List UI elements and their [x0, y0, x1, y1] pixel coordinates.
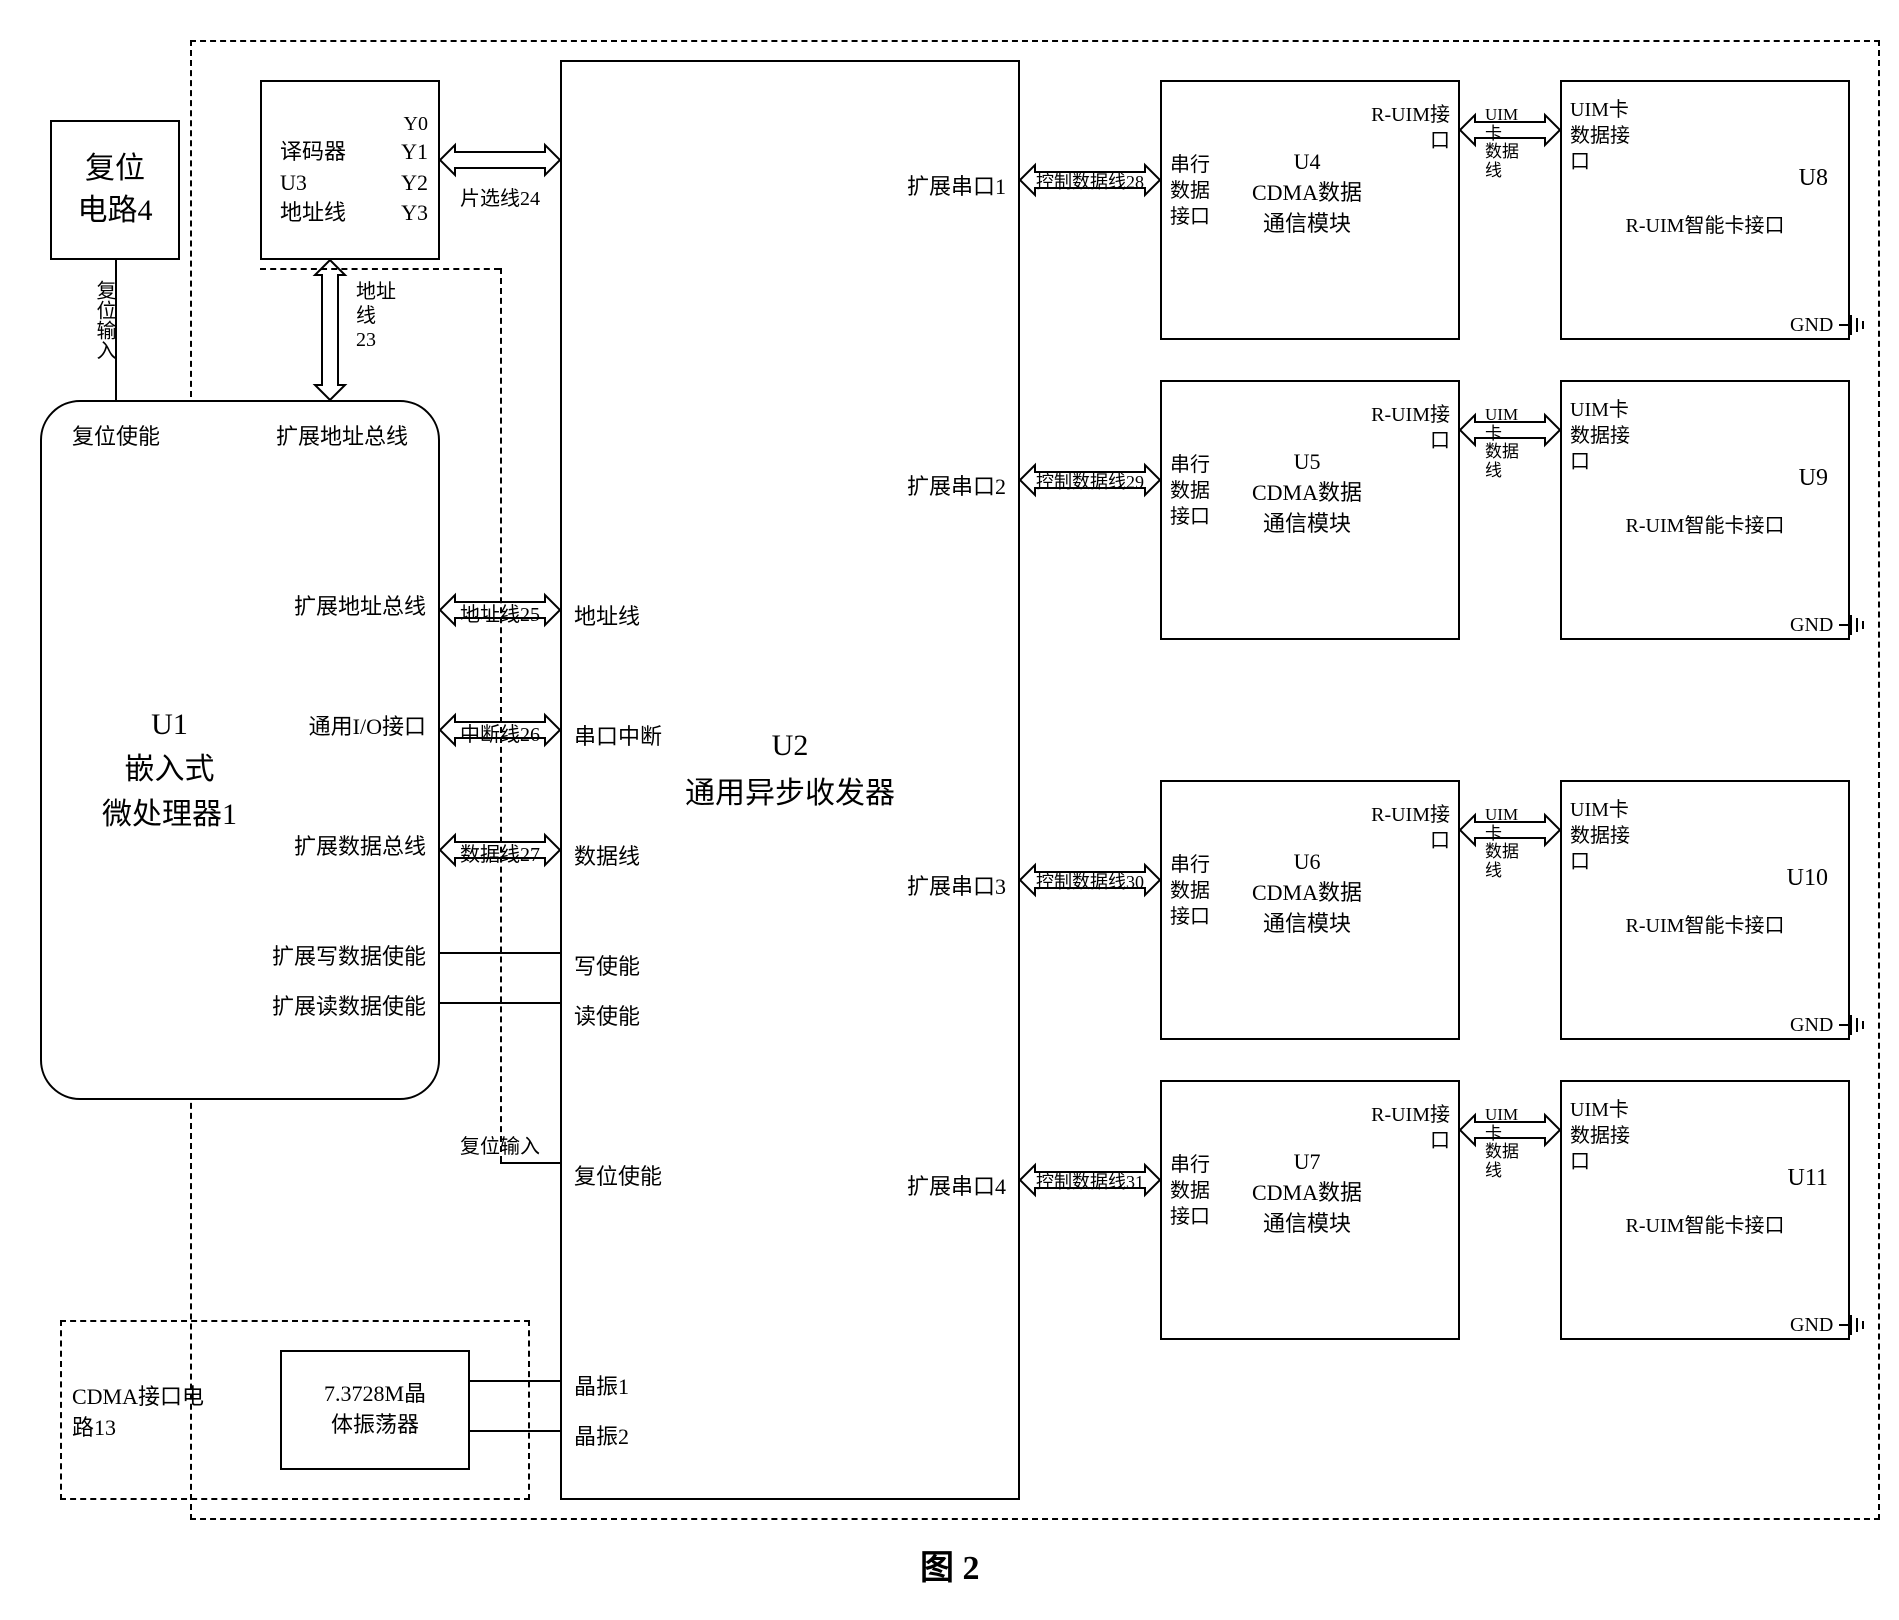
- u3-id: U3: [280, 168, 307, 199]
- u2-write-en: 写使能: [574, 952, 640, 983]
- u1-write-en: 扩展写数据使能: [272, 942, 426, 973]
- uim-block-U8: UIM卡 数据接 口 U8 R-UIM智能卡接口: [1560, 80, 1850, 340]
- cdma-module-U6: 串行 数据 接口 R-UIM接 口 U6 CDMA数据 通信模块: [1160, 780, 1460, 1040]
- u2-uart-block: U2 通用异步收发器 地址线 串口中断 数据线 写使能 读使能 复位使能 晶振1…: [560, 60, 1020, 1500]
- u2-int: 串口中断: [574, 722, 662, 753]
- chip-select-label: 片选线24: [460, 182, 540, 211]
- uim-block-U10: UIM卡 数据接 口 U10 R-UIM智能卡接口: [1560, 780, 1850, 1040]
- uim-block-U9: UIM卡 数据接 口 U9 R-UIM智能卡接口: [1560, 380, 1850, 640]
- cdma-if-label: CDMA接口电 路13: [72, 1382, 204, 1444]
- u3-y3: Y3: [401, 198, 428, 229]
- ctrl-bus-0: 控制数据线28: [1020, 160, 1160, 200]
- u1-ext-addr-top: 扩展地址总线: [276, 422, 408, 453]
- osc1-line: [470, 1380, 560, 1382]
- gnd-1: GND: [1790, 610, 1869, 640]
- reset-dashed-h1: [260, 268, 500, 270]
- addr23-bus: [310, 260, 350, 400]
- u1-ext-data: 扩展数据总线: [294, 832, 426, 863]
- u2-addr: 地址线: [574, 602, 640, 633]
- u2-read-en: 读使能: [574, 1002, 640, 1033]
- u2-name: 通用异步收发器: [685, 770, 895, 818]
- u2-data: 数据线: [574, 842, 640, 873]
- gnd-3: GND: [1790, 1310, 1869, 1340]
- u2-ext2: 扩展串口2: [907, 472, 1006, 503]
- ctrl-bus-1: 控制数据线29: [1020, 460, 1160, 500]
- u3-y2: Y2: [401, 168, 428, 199]
- u2-ext3: 扩展串口3: [907, 872, 1006, 903]
- reset-dashed-h2: [500, 1162, 560, 1164]
- cdma-module-U5: 串行 数据 接口 R-UIM接 口 U5 CDMA数据 通信模块: [1160, 380, 1460, 640]
- u3-y1: Y1: [401, 137, 428, 168]
- osc-label: 7.3728M晶 体振荡器: [324, 1379, 426, 1441]
- u2-ext1: 扩展串口1: [907, 172, 1006, 203]
- osc2-line: [470, 1430, 560, 1432]
- uim-bus-2: UIM卡 数据线: [1460, 810, 1560, 850]
- osc-block: 7.3728M晶 体振荡器: [280, 1350, 470, 1470]
- u3-addr-in: 地址线: [280, 198, 346, 229]
- u1-gpio: 通用I/O接口: [309, 712, 426, 743]
- chip-select-bus: 片选线24: [440, 140, 560, 180]
- ctrl-bus-2: 控制数据线30: [1020, 860, 1160, 900]
- u1-read-en: 扩展读数据使能: [272, 992, 426, 1023]
- reset-circuit-block: 复位 电路4: [50, 120, 180, 260]
- u2-osc2: 晶振2: [574, 1422, 629, 1453]
- uim-bus-1: UIM卡 数据线: [1460, 410, 1560, 450]
- uim-bus-0: UIM卡 数据线: [1460, 110, 1560, 150]
- u2-reset-en: 复位使能: [574, 1162, 662, 1193]
- gnd-0: GND: [1790, 310, 1869, 340]
- u3-name: 译码器: [280, 137, 346, 168]
- addr23-label: 地址 线 23: [356, 280, 396, 352]
- gnd-2: GND: [1790, 1010, 1869, 1040]
- u1-name: 嵌入式 微处理器1: [102, 747, 237, 837]
- u3-decoder-block: Y0 译码器 Y1 U3 Y2 地址线 Y3: [260, 80, 440, 260]
- u1-reset-en: 复位使能: [72, 422, 160, 453]
- u1-ext-addr: 扩展地址总线: [294, 592, 426, 623]
- u2-osc1: 晶振1: [574, 1372, 629, 1403]
- reset-dashed-v: [500, 268, 502, 1162]
- u2-id: U2: [685, 722, 895, 770]
- reset-out-label: 复位输入: [90, 280, 119, 360]
- u1-mcu-block: 复位使能 扩展地址总线 扩展地址总线 通用I/O接口 扩展数据总线 扩展写数据使…: [40, 400, 440, 1100]
- uim-bus-3: UIM卡 数据线: [1460, 1110, 1560, 1150]
- uim-block-U11: UIM卡 数据接 口 U11 R-UIM智能卡接口: [1560, 1080, 1850, 1340]
- u2-ext4: 扩展串口4: [907, 1172, 1006, 1203]
- reset-in-label: 复位输入: [460, 1130, 540, 1159]
- reset-title: 复位 电路4: [78, 148, 153, 232]
- ctrl-bus-3: 控制数据线31: [1020, 1160, 1160, 1200]
- figure-caption: 图 2: [920, 1540, 980, 1589]
- u1-id: U1: [102, 702, 237, 747]
- cdma-module-U7: 串行 数据 接口 R-UIM接 口 U7 CDMA数据 通信模块: [1160, 1080, 1460, 1340]
- cdma-module-U4: 串行 数据 接口 R-UIM接 口 U4 CDMA数据 通信模块: [1160, 80, 1460, 340]
- u3-y0: Y0: [270, 111, 438, 137]
